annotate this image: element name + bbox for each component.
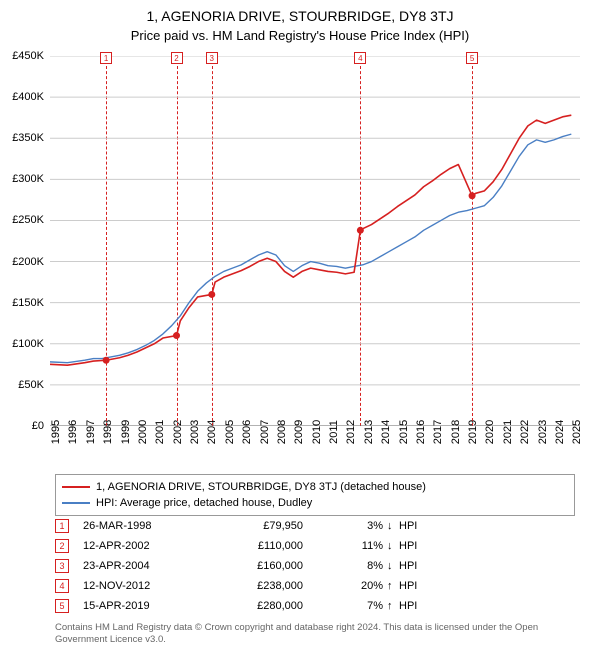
sale-row: 2 12-APR-2002£110,00011%↓HPI	[55, 536, 575, 556]
legend-row: HPI: Average price, detached house, Dudl…	[62, 495, 568, 511]
sale-point	[208, 291, 215, 298]
y-axis-ticks: £0£50K£100K£150K£200K£250K£300K£350K£400…	[0, 56, 48, 426]
y-tick-label: £350K	[12, 132, 44, 144]
sale-row-marker: 1	[55, 519, 69, 533]
sale-date: 12-APR-2002	[83, 540, 203, 552]
sale-row-marker: 4	[55, 579, 69, 593]
sale-vs-label: HPI	[399, 600, 429, 612]
sale-marker-label: 2	[171, 52, 183, 64]
sale-marker-label: 5	[466, 52, 478, 64]
sale-arrow-icon: ↑	[387, 580, 399, 592]
sale-vs-label: HPI	[399, 580, 429, 592]
sale-vs-label: HPI	[399, 560, 429, 572]
sale-diff: 8%	[343, 560, 387, 572]
chart-container: 1, AGENORIA DRIVE, STOURBRIDGE, DY8 3TJ …	[0, 0, 600, 650]
plot-area: 12345	[50, 56, 580, 426]
sale-arrow-icon: ↓	[387, 540, 399, 552]
sale-point	[357, 227, 364, 234]
sale-vs-label: HPI	[399, 520, 429, 532]
sale-row: 1 26-MAR-1998£79,9503%↓HPI	[55, 516, 575, 536]
sales-table: 126-MAR-1998£79,9503%↓HPI212-APR-2002£11…	[55, 516, 575, 616]
sale-price: £238,000	[203, 580, 343, 592]
sale-point	[103, 357, 110, 364]
sale-price: £110,000	[203, 540, 343, 552]
x-axis-ticks: 1995199619971998199920002001200220032004…	[50, 430, 580, 470]
sale-price: £160,000	[203, 560, 343, 572]
y-tick-label: £250K	[12, 214, 44, 226]
y-tick-label: £400K	[12, 91, 44, 103]
sale-date: 15-APR-2019	[83, 600, 203, 612]
y-tick-label: £0	[32, 420, 44, 432]
sale-marker-label: 1	[100, 52, 112, 64]
sale-arrow-icon: ↓	[387, 520, 399, 532]
sale-arrow-icon: ↑	[387, 600, 399, 612]
sale-row-marker: 5	[55, 599, 69, 613]
sale-point	[469, 192, 476, 199]
y-tick-label: £200K	[12, 256, 44, 268]
legend-swatch	[62, 486, 90, 488]
sale-diff: 11%	[343, 540, 387, 552]
legend-label: HPI: Average price, detached house, Dudl…	[96, 497, 312, 509]
chart-svg	[50, 56, 580, 426]
sale-row: 3 23-APR-2004£160,0008%↓HPI	[55, 556, 575, 576]
sale-marker-label: 3	[206, 52, 218, 64]
legend-label: 1, AGENORIA DRIVE, STOURBRIDGE, DY8 3TJ …	[96, 481, 426, 493]
legend-row: 1, AGENORIA DRIVE, STOURBRIDGE, DY8 3TJ …	[62, 479, 568, 495]
sale-price: £79,950	[203, 520, 343, 532]
series-line	[50, 115, 571, 365]
sale-diff: 3%	[343, 520, 387, 532]
series-line	[50, 134, 571, 363]
chart-title: 1, AGENORIA DRIVE, STOURBRIDGE, DY8 3TJ	[0, 0, 600, 24]
sale-date: 26-MAR-1998	[83, 520, 203, 532]
y-tick-label: £150K	[12, 297, 44, 309]
legend: 1, AGENORIA DRIVE, STOURBRIDGE, DY8 3TJ …	[55, 474, 575, 516]
sale-marker-label: 4	[354, 52, 366, 64]
sale-row: 4 12-NOV-2012£238,00020%↑HPI	[55, 576, 575, 596]
y-tick-label: £300K	[12, 173, 44, 185]
footer-text: Contains HM Land Registry data © Crown c…	[55, 622, 575, 646]
sale-row-marker: 3	[55, 559, 69, 573]
sale-date: 23-APR-2004	[83, 560, 203, 572]
sale-row: 5 15-APR-2019£280,0007%↑HPI	[55, 596, 575, 616]
sale-point	[173, 332, 180, 339]
legend-swatch	[62, 502, 90, 504]
chart-subtitle: Price paid vs. HM Land Registry's House …	[0, 24, 600, 43]
y-tick-label: £100K	[12, 338, 44, 350]
sale-row-marker: 2	[55, 539, 69, 553]
y-tick-label: £50K	[18, 379, 44, 391]
y-tick-label: £450K	[12, 50, 44, 62]
sale-vs-label: HPI	[399, 540, 429, 552]
sale-diff: 20%	[343, 580, 387, 592]
sale-diff: 7%	[343, 600, 387, 612]
sale-price: £280,000	[203, 600, 343, 612]
sale-arrow-icon: ↓	[387, 560, 399, 572]
sale-date: 12-NOV-2012	[83, 580, 203, 592]
